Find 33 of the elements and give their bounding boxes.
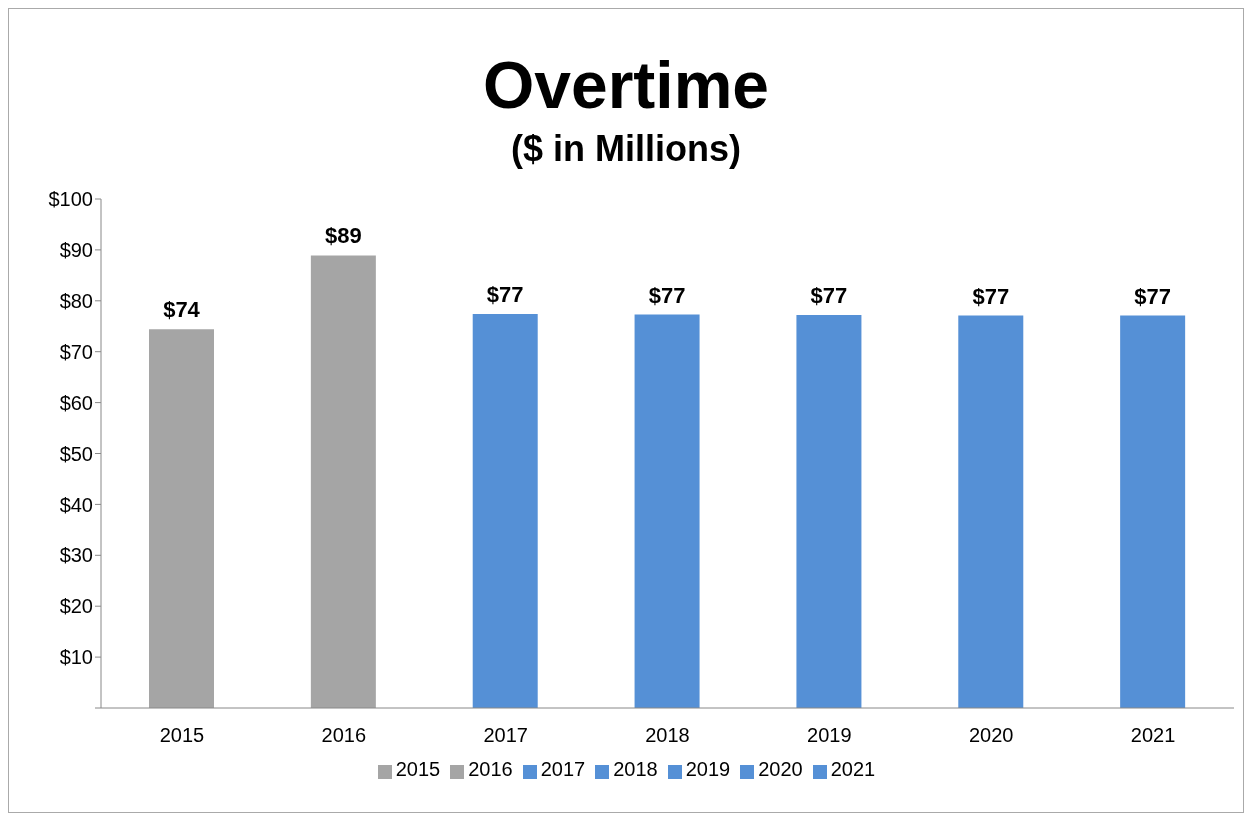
- x-tick-label: 2017: [483, 724, 528, 747]
- y-tick-label: $10: [59, 646, 93, 669]
- chart-subtitle: ($ in Millions): [510, 127, 742, 171]
- y-tick-label: $30: [59, 544, 93, 567]
- y-tick-label: $80: [59, 289, 93, 312]
- y-tick-label: $100: [48, 188, 93, 211]
- chart-title: Overtime: [481, 47, 771, 123]
- data-label: $74: [163, 297, 201, 323]
- x-tick-label: 2016: [321, 724, 367, 747]
- y-tick-label: $70: [59, 340, 93, 363]
- y-tick-label: $20: [59, 595, 93, 618]
- x-tick-label: 2019: [807, 724, 852, 747]
- x-tick-label: 2021: [1130, 724, 1176, 747]
- x-tick-label: 2018: [645, 724, 690, 747]
- y-tick-label: $60: [59, 391, 93, 414]
- data-label: $77: [486, 282, 524, 308]
- x-tick-label: 2020: [968, 724, 1014, 747]
- legend-label: 2016: [468, 758, 513, 780]
- x-tick-label: 2015: [159, 724, 205, 747]
- legend-label: 2017: [540, 758, 586, 780]
- y-tick-label: $90: [59, 239, 93, 261]
- legend-label: 2019: [685, 758, 731, 780]
- data-label: $77: [810, 283, 848, 309]
- legend-label: 2021: [830, 758, 876, 780]
- legend-label: 2018: [613, 758, 658, 780]
- y-tick-label: $40: [59, 493, 93, 516]
- data-label: $77: [648, 282, 686, 308]
- data-label: $77: [1134, 283, 1171, 309]
- y-tick-label: $50: [59, 442, 93, 465]
- legend-label: 2015: [395, 758, 441, 780]
- data-label: $77: [972, 283, 1010, 309]
- legend-label: 2020: [758, 758, 803, 780]
- data-label: $89: [325, 223, 362, 249]
